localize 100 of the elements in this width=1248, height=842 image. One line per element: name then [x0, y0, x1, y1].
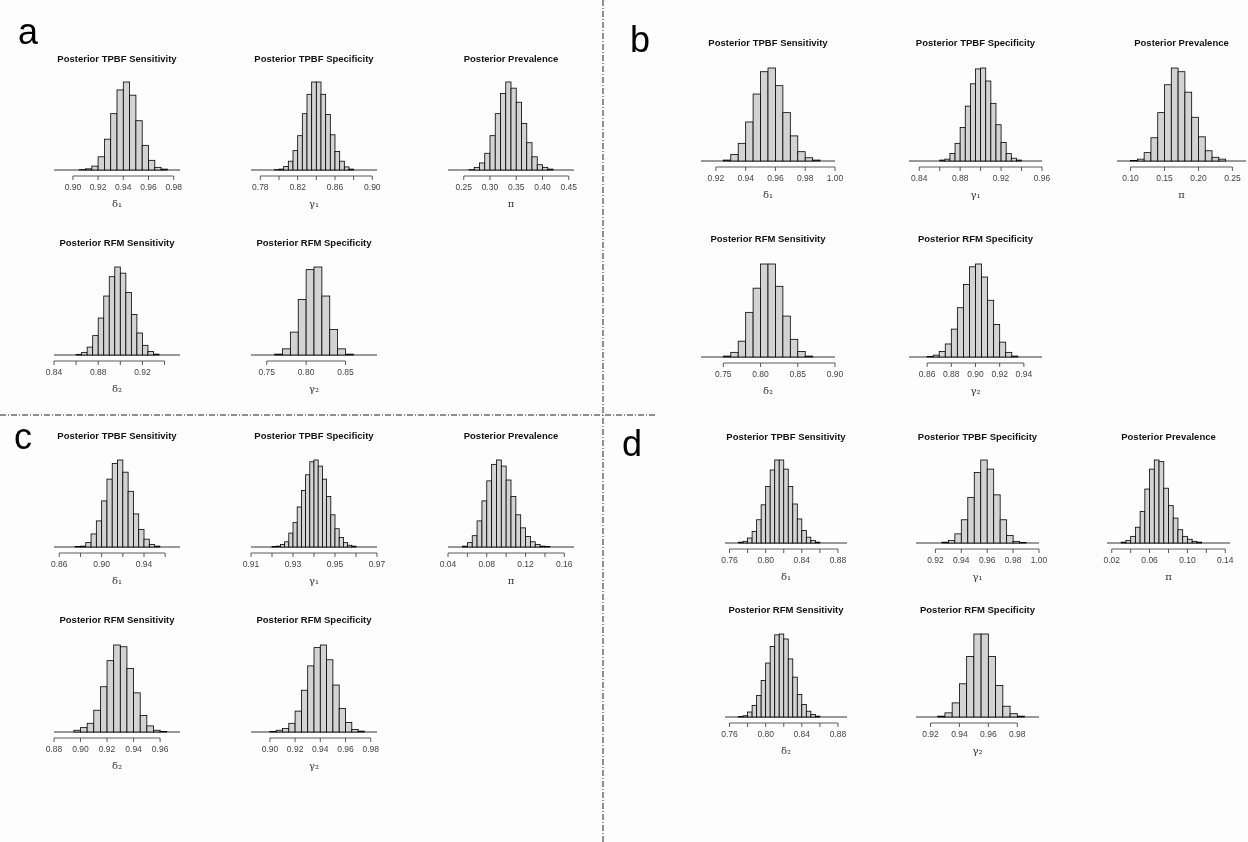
x-tick-label: 0.25: [1224, 173, 1241, 183]
chart-title: Posterior TPBF Specificity: [915, 37, 1036, 48]
x-tick-label: 0.02: [1103, 555, 1121, 565]
x-axis-title: γ₂: [970, 385, 981, 396]
x-axis-title: δ₁: [780, 571, 792, 582]
x-tick-label: 0.16: [556, 559, 573, 569]
chart-title: Posterior TPBF Specificity: [917, 431, 1038, 442]
x-axis-title: γ₂: [309, 760, 319, 771]
x-tick-label: 0.86: [51, 559, 68, 569]
x-tick-label: 0.10: [1179, 555, 1196, 565]
x-tick-label: 0.40: [534, 182, 552, 192]
x-tick-label: 0.04: [439, 559, 457, 569]
x-tick-label: 0.84: [793, 555, 811, 565]
x-tick-label: 0.76: [721, 555, 739, 565]
chart-title: Posterior RFM Specificity: [917, 233, 1034, 244]
x-tick-label: 0.96: [337, 744, 355, 754]
x-tick-label: 0.96: [140, 182, 158, 192]
x-tick-label: 0.95: [326, 559, 344, 569]
x-tick-label: 0.20: [1190, 173, 1208, 183]
x-tick-label: 0.92: [707, 173, 725, 183]
x-tick-label: 0.94: [125, 744, 143, 754]
x-tick-label: 0.35: [507, 182, 525, 192]
bar: [774, 459, 780, 544]
x-tick-label: 0.88: [951, 173, 969, 183]
x-tick-label: 0.88: [45, 744, 63, 754]
x-axis-title: δ₂: [762, 385, 774, 396]
x-tick-label: 0.75: [258, 367, 276, 377]
bar: [280, 543, 285, 548]
x-tick-label: 0.96: [767, 173, 784, 183]
x-tick-label: 0.92: [922, 729, 940, 739]
x-tick-label: 0.45: [560, 182, 578, 192]
chart-title: Posterior RFM Sensitivity: [59, 237, 176, 248]
x-axis-title: γ₁: [972, 571, 983, 582]
chart-title: Posterior RFM Sensitivity: [728, 604, 845, 615]
chart-title: Posterior TPBF Sensitivity: [57, 53, 178, 64]
x-tick-label: 0.90: [64, 182, 82, 192]
x-tick-label: 0.80: [752, 369, 770, 379]
bar: [774, 634, 780, 718]
x-tick-label: 0.92: [286, 744, 304, 754]
x-tick-label: 0.12: [517, 559, 535, 569]
x-tick-label: 0.14: [1217, 555, 1234, 565]
x-tick-label: 0.98: [1004, 555, 1022, 565]
chart-title: Posterior TPBF Sensitivity: [708, 37, 829, 48]
chart-title: Posterior Prevalence: [463, 430, 559, 441]
x-tick-label: 0.88: [829, 729, 847, 739]
x-tick-label: 0.93: [284, 559, 302, 569]
chart-title: Posterior RFM Sensitivity: [59, 614, 176, 625]
x-tick-label: 0.96: [978, 555, 996, 565]
x-tick-label: 0.98: [796, 173, 814, 183]
text: a: [18, 11, 39, 52]
x-tick-label: 0.97: [368, 559, 386, 569]
bar: [313, 459, 319, 548]
x-axis-title: γ₂: [309, 383, 319, 394]
x-axis-title: δ₁: [762, 189, 774, 200]
x-tick-label: 0.84: [793, 729, 811, 739]
x-axis-title: γ₁: [970, 189, 981, 200]
x-axis-title: δ₁: [111, 575, 123, 586]
x-tick-label: 0.94: [951, 729, 968, 739]
x-tick-label: 0.94: [1015, 369, 1033, 379]
x-tick-label: 0.84: [45, 367, 63, 377]
x-axis-title: δ₁: [111, 198, 123, 209]
x-tick-label: 0.30: [481, 182, 499, 192]
x-axis-title: π: [507, 198, 515, 209]
x-tick-label: 0.85: [789, 369, 807, 379]
x-tick-label: 0.10: [1122, 173, 1140, 183]
x-tick-label: 0.80: [297, 367, 315, 377]
x-tick-label: 0.92: [927, 555, 944, 565]
x-tick-label: 0.85: [337, 367, 355, 377]
x-tick-label: 0.90: [93, 559, 111, 569]
x-tick-label: 1.00: [826, 173, 844, 183]
x-tick-label: 0.88: [829, 555, 847, 565]
chart-title: Posterior TPBF Sensitivity: [726, 431, 847, 442]
x-tick-label: 0.90: [72, 744, 90, 754]
text: d: [622, 423, 643, 464]
x-tick-label: 0.86: [918, 369, 936, 379]
chart-title: Posterior RFM Specificity: [919, 604, 1036, 615]
x-tick-label: 0.96: [151, 744, 169, 754]
text: b: [630, 19, 651, 60]
chart-title: Posterior Prevalence: [1134, 37, 1229, 48]
chart-title: Posterior RFM Sensitivity: [710, 233, 827, 244]
text: c: [14, 416, 32, 457]
x-tick-label: 0.75: [715, 369, 732, 379]
x-axis-title: γ₂: [972, 745, 983, 756]
chart-title: Posterior TPBF Sensitivity: [57, 430, 178, 441]
chart-title: Posterior Prevalence: [1121, 431, 1216, 442]
x-axis-title: γ₁: [309, 575, 319, 586]
x-tick-label: 0.84: [910, 173, 928, 183]
x-tick-label: 0.06: [1141, 555, 1159, 565]
x-tick-label: 0.94: [312, 744, 329, 754]
x-tick-label: 0.08: [478, 559, 496, 569]
x-tick-label: 0.86: [326, 182, 344, 192]
x-tick-label: 0.90: [826, 369, 844, 379]
x-tick-label: 0.94: [953, 555, 970, 565]
x-tick-label: 0.88: [89, 367, 107, 377]
x-axis-title: δ₂: [111, 383, 123, 394]
x-tick-label: 0.90: [364, 182, 381, 192]
x-tick-label: 0.15: [1156, 173, 1174, 183]
x-tick-label: 0.88: [943, 369, 960, 379]
x-tick-label: 0.80: [757, 729, 775, 739]
x-tick-label: 0.25: [455, 182, 473, 192]
